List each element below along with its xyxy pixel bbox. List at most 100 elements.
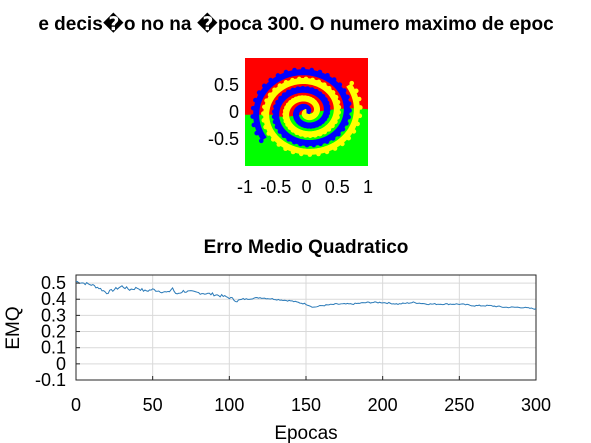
spiral-point-a <box>261 83 267 89</box>
spiral-point-b <box>303 133 308 138</box>
spiral-point-b <box>355 121 360 127</box>
spiral-point-a <box>251 122 257 128</box>
spiral-point-a <box>258 138 264 144</box>
spiral-point-a <box>340 126 346 132</box>
spiral-point-a <box>250 114 255 119</box>
spiral-point-a <box>273 104 278 110</box>
spiral-point-a <box>317 69 323 75</box>
spiral-point-b <box>276 142 282 147</box>
spiral-point-b <box>330 123 335 129</box>
spiral-point-a <box>250 105 256 111</box>
x-tick-label: 250 <box>444 395 474 415</box>
spiral-point-b <box>346 135 352 141</box>
spiral-point-b <box>287 125 293 130</box>
spiral-point-b <box>272 87 277 93</box>
spiral-point-b <box>336 110 342 115</box>
spiral-point-a <box>254 130 259 136</box>
spiral-point-a <box>309 67 315 73</box>
spiral-point-a <box>286 137 292 142</box>
spiral-point-b <box>262 104 267 110</box>
spiral-point-a <box>317 91 323 96</box>
spiral-point-b <box>340 141 345 147</box>
spiral-point-b <box>333 119 338 125</box>
spiral-point-a <box>344 121 349 126</box>
spiral-point-a <box>325 72 330 78</box>
decision-boundary-plot: -1 -0.5 0 0.5 1 0.5 0 -0.5 <box>208 58 373 197</box>
spiral-point-a <box>300 67 306 72</box>
x-tick-label: 0 <box>71 395 81 415</box>
spiral-point-a <box>292 67 297 73</box>
top-x-tick-label: -1 <box>237 177 253 197</box>
spiral-point-b <box>294 130 299 135</box>
spiral-point-b <box>307 133 313 139</box>
spiral-point-b <box>326 85 332 91</box>
spiral-point-b <box>326 127 332 132</box>
spiral-point-b <box>356 96 362 102</box>
spiral-point-b <box>312 133 318 138</box>
y-tick-label: 0.1 <box>41 338 66 358</box>
spiral-point-a <box>291 139 297 145</box>
y-tick-label: 0.2 <box>41 322 66 342</box>
spiral-point-a <box>347 108 352 113</box>
spiral-point-a <box>268 77 273 83</box>
spiral-point-b <box>332 146 338 151</box>
spiral-point-b <box>316 79 322 85</box>
spiral-point-a <box>283 69 289 75</box>
spiral-point-a <box>298 141 303 147</box>
spiral-point-b <box>330 90 336 95</box>
y-tick-label: 0.3 <box>41 305 66 325</box>
spiral-point-a <box>277 129 283 134</box>
spiral-point-b <box>335 99 341 105</box>
spiral-point-b <box>267 92 273 98</box>
spiral-point-a <box>278 95 283 101</box>
x-axis-label: Epocas <box>274 423 337 443</box>
spiral-point-b <box>277 83 283 88</box>
spiral-point-b <box>283 80 289 85</box>
spiral-point-a <box>274 124 280 130</box>
spiral-point-b <box>307 152 313 157</box>
spiral-point-b <box>282 108 288 114</box>
spiral-point-b <box>285 122 290 127</box>
spiral-point-b <box>298 151 304 157</box>
spiral-point-a <box>323 97 328 102</box>
spiral-point-b <box>282 115 288 120</box>
spiral-point-a <box>345 94 350 100</box>
spiral-point-a <box>305 86 310 91</box>
spiral-point-b <box>335 114 340 120</box>
grid <box>75 275 537 381</box>
mse-series-line <box>75 280 537 310</box>
top-y-tick-label: -0.5 <box>208 129 239 149</box>
spiral-point-a <box>253 97 258 103</box>
top-x-tick-label: 1 <box>363 177 373 197</box>
spiral-point-a <box>304 142 310 148</box>
figure-title: e decis�o no na �poca 300. O numero maxi… <box>38 12 554 35</box>
chart-title: Erro Medio Quadratico <box>204 237 409 258</box>
spiral-point-b <box>333 94 339 100</box>
spiral-point-a <box>271 109 277 114</box>
y-tick-label: 0.4 <box>41 289 66 309</box>
spiral-point-a <box>320 94 326 99</box>
spiral-point-a <box>286 89 291 95</box>
spiral-point-b <box>358 105 363 110</box>
spiral-point-b <box>290 77 295 83</box>
y-tick-label: 0 <box>56 354 66 374</box>
spiral-point-b <box>351 129 357 134</box>
spiral-point-a <box>300 85 306 91</box>
spiral-point-a <box>281 92 287 97</box>
spiral-point-b <box>263 124 268 130</box>
spiral-point-b <box>264 98 269 103</box>
top-x-tick-label: 0 <box>301 177 311 197</box>
spiral-point-b <box>317 131 323 137</box>
x-tick-label: 50 <box>143 395 163 415</box>
top-ticks: -1 -0.5 0 0.5 1 0.5 0 -0.5 <box>208 75 373 197</box>
spiral-point-a <box>272 119 278 125</box>
spiral-point-b <box>316 151 321 157</box>
y-axis-label: EMQ <box>3 306 24 349</box>
spiral-point-a <box>309 87 315 92</box>
spiral-point-a <box>324 139 330 144</box>
spiral-point-b <box>336 105 342 110</box>
spiral-point-a <box>346 101 352 106</box>
spiral-point-b <box>303 76 309 82</box>
